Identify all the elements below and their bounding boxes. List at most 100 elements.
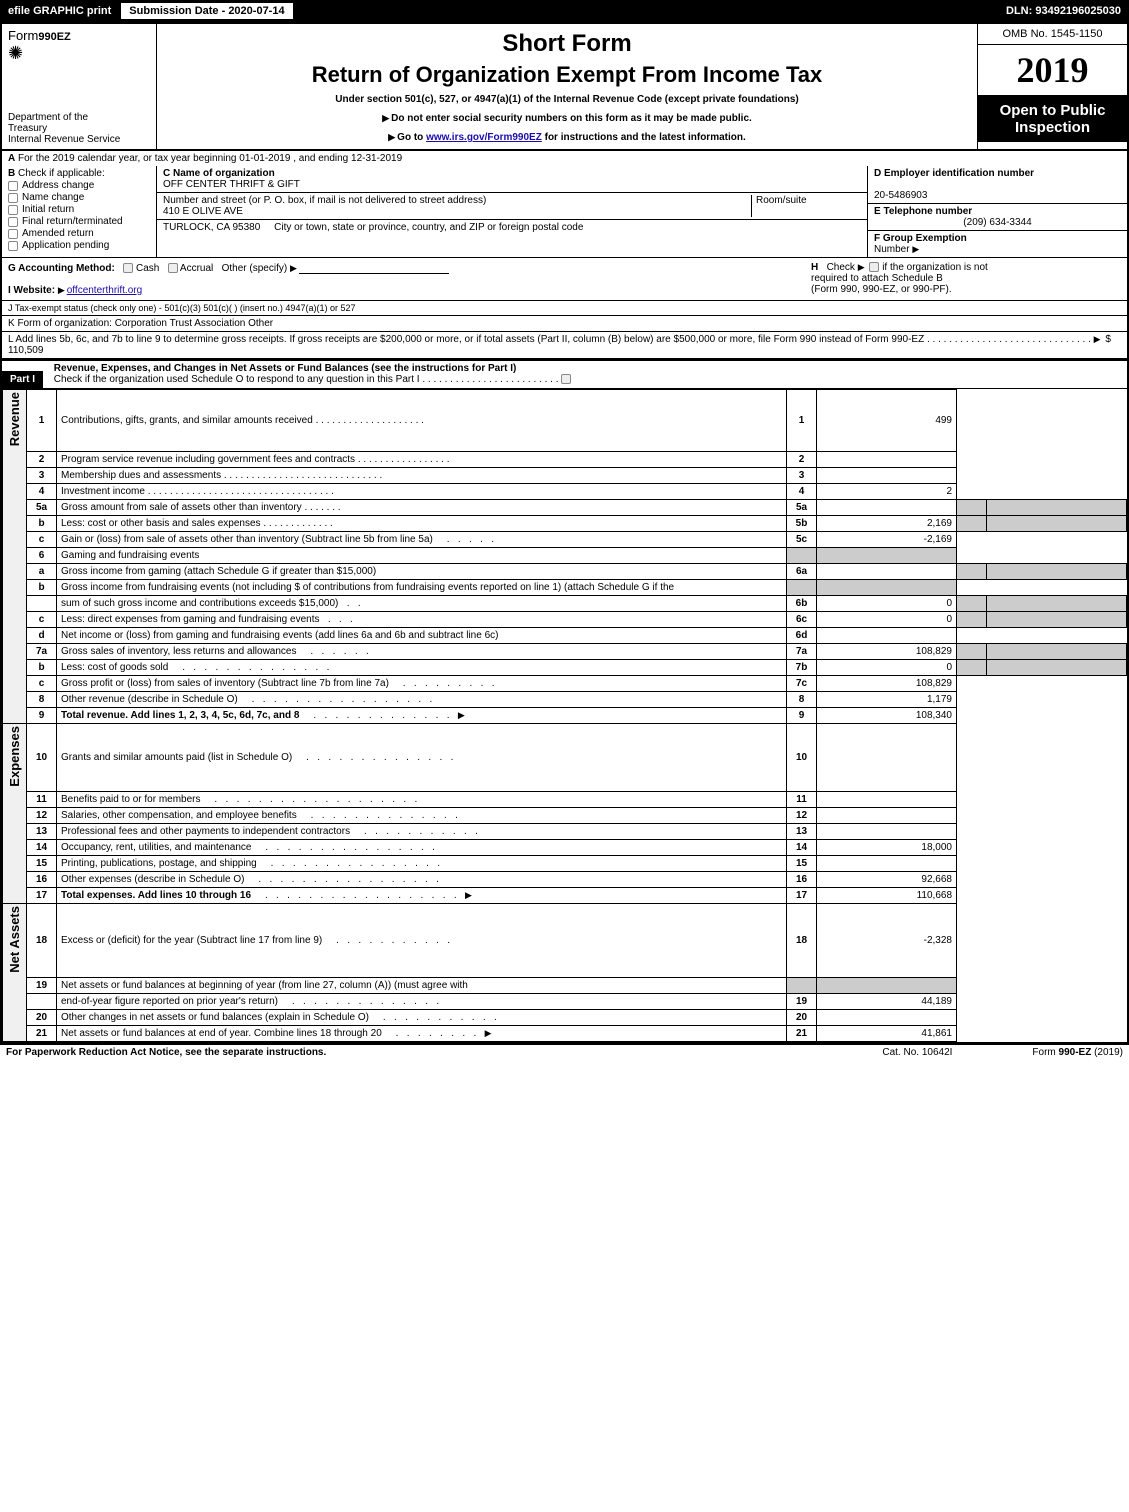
line-desc: Net assets or fund balances at beginning…	[61, 980, 468, 991]
revenue-side-label: Revenue	[7, 392, 22, 446]
expenses-side-label: Expenses	[7, 726, 22, 787]
amount-value	[817, 451, 957, 467]
right-line-number: 12	[787, 807, 817, 823]
line-desc: Gross profit or (loss) from sales of inv…	[61, 678, 389, 689]
amount-value: 92,668	[817, 871, 957, 887]
chk-label: Final return/terminated	[22, 216, 123, 227]
checkbox-application-pending[interactable]	[8, 241, 18, 251]
line-number: c	[27, 611, 57, 627]
line-desc: Total expenses. Add lines 10 through 16	[61, 890, 251, 901]
arrow-icon	[458, 710, 467, 721]
line-number: 4	[27, 483, 57, 499]
line-desc: Gross amount from sale of assets other t…	[61, 502, 302, 513]
sub-amount: 0	[817, 595, 957, 611]
irs-link[interactable]: www.irs.gov/Form990EZ	[426, 132, 542, 143]
h-text3: (Form 990, 990-EZ, or 990-PF).	[811, 284, 952, 295]
shaded-cell	[987, 659, 1127, 675]
org-name: OFF CENTER THRIFT & GIFT	[163, 179, 300, 190]
line-i-label: I Website:	[8, 285, 55, 296]
line-desc: Professional fees and other payments to …	[61, 826, 350, 837]
line-desc: Total revenue. Add lines 1, 2, 3, 4, 5c,…	[61, 710, 299, 721]
line-l: L Add lines 5b, 6c, and 7b to line 9 to …	[2, 332, 1127, 359]
line-desc: sum of such gross income and contributio…	[61, 598, 338, 609]
header-center: Short Form Return of Organization Exempt…	[157, 24, 977, 149]
shaded-cell	[957, 515, 987, 531]
line-number	[27, 994, 57, 1010]
line-number: 17	[27, 887, 57, 903]
line-desc: Gain or (loss) from sale of assets other…	[61, 534, 433, 545]
sub-amount: 2,169	[817, 515, 957, 531]
sub-amount: 0	[817, 659, 957, 675]
line-number: 15	[27, 855, 57, 871]
checkbox-name-change[interactable]	[8, 193, 18, 203]
shaded-cell	[817, 547, 957, 563]
line-number: 5a	[27, 499, 57, 515]
form-container: Form990EZ ✺ Department of the Treasury I…	[0, 22, 1129, 1044]
box-b: B Check if applicable: Address change Na…	[2, 166, 157, 257]
checkbox-final-return[interactable]	[8, 217, 18, 227]
sub-line-number: 7b	[787, 659, 817, 675]
checkbox-schedule-o[interactable]	[561, 374, 571, 384]
shaded-cell	[987, 611, 1127, 627]
line-h: H Check if the organization is not requi…	[811, 262, 1121, 296]
right-line-number: 8	[787, 691, 817, 707]
dln: DLN: 93492196025030	[998, 3, 1129, 19]
dept-line2: Treasury	[8, 123, 150, 134]
website-link[interactable]: offcenterthrift.org	[67, 285, 142, 296]
line-desc: Other expenses (describe in Schedule O)	[61, 874, 244, 885]
radio-accrual[interactable]	[168, 263, 178, 273]
checkbox-amended-return[interactable]	[8, 229, 18, 239]
cash-label: Cash	[136, 263, 159, 274]
shaded-cell	[987, 595, 1127, 611]
amount-value: 41,861	[817, 1026, 957, 1042]
arrow-icon	[858, 262, 867, 273]
checkbox-initial-return[interactable]	[8, 205, 18, 215]
sub-amount	[817, 499, 957, 515]
footer-left: For Paperwork Reduction Act Notice, see …	[6, 1047, 326, 1058]
amount-value: 18,000	[817, 839, 957, 855]
line-number: 10	[27, 723, 57, 791]
return-title: Return of Organization Exempt From Incom…	[167, 62, 967, 88]
check-label: Check	[827, 262, 855, 273]
line-g-label: G Accounting Method:	[8, 263, 115, 274]
amount-value	[817, 823, 957, 839]
amount-value	[817, 627, 957, 643]
amount-value: 1,179	[817, 691, 957, 707]
chk-label: Application pending	[22, 240, 109, 251]
other-label: Other (specify)	[222, 263, 288, 274]
no-ssn: Do not enter social security numbers on …	[391, 113, 752, 124]
line-desc: Less: cost of goods sold	[61, 662, 168, 673]
radio-cash[interactable]	[123, 263, 133, 273]
open-line2: Inspection	[980, 119, 1125, 136]
line-number: 13	[27, 823, 57, 839]
sub-amount	[817, 563, 957, 579]
arrow-icon	[1094, 334, 1103, 345]
h-text2: required to attach Schedule B	[811, 273, 943, 284]
shaded-cell	[787, 547, 817, 563]
line-desc: end-of-year figure reported on prior yea…	[61, 996, 278, 1007]
other-specify-input[interactable]	[299, 262, 449, 274]
line-k-text: K Form of organization: Corporation Trus…	[8, 318, 273, 329]
right-line-number: 18	[787, 903, 817, 977]
line-number: 21	[27, 1026, 57, 1042]
shaded-cell	[957, 643, 987, 659]
form-number: 990EZ	[38, 31, 70, 43]
line-number: 2	[27, 451, 57, 467]
right-line-number: 21	[787, 1026, 817, 1042]
line-desc: Benefits paid to or for members	[61, 794, 201, 805]
open-to-public: Open to Public Inspection	[978, 96, 1127, 142]
chk-label: Address change	[22, 180, 94, 191]
phone-value: (209) 634-3344	[963, 217, 1031, 228]
part-1-header: Part I Revenue, Expenses, and Changes in…	[2, 359, 1127, 389]
checkbox-address-change[interactable]	[8, 181, 18, 191]
omb-number: OMB No. 1545-1150	[978, 24, 1127, 45]
header: Form990EZ ✺ Department of the Treasury I…	[2, 24, 1127, 151]
arrow-icon	[465, 890, 474, 901]
shaded-cell	[787, 978, 817, 994]
checkbox-schedule-b[interactable]	[869, 262, 879, 272]
line-number: b	[27, 579, 57, 595]
chk-label: Name change	[22, 192, 84, 203]
line-desc: Occupancy, rent, utilities, and maintena…	[61, 842, 251, 853]
short-form-title: Short Form	[167, 30, 967, 58]
line-k: K Form of organization: Corporation Trus…	[2, 316, 1127, 332]
